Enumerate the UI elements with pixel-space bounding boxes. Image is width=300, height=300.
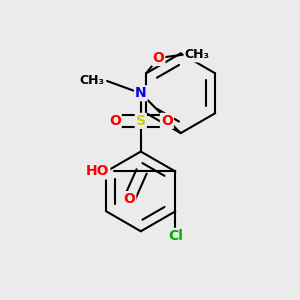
Text: O: O [109, 114, 121, 128]
Text: N: N [135, 86, 147, 100]
Text: O: O [152, 51, 164, 65]
Text: CH₃: CH₃ [184, 48, 209, 62]
Text: Cl: Cl [168, 229, 183, 243]
Text: O: O [123, 192, 135, 206]
Text: HO: HO [86, 164, 110, 178]
Text: CH₃: CH₃ [79, 74, 104, 88]
Text: S: S [136, 114, 146, 128]
Text: O: O [161, 114, 173, 128]
